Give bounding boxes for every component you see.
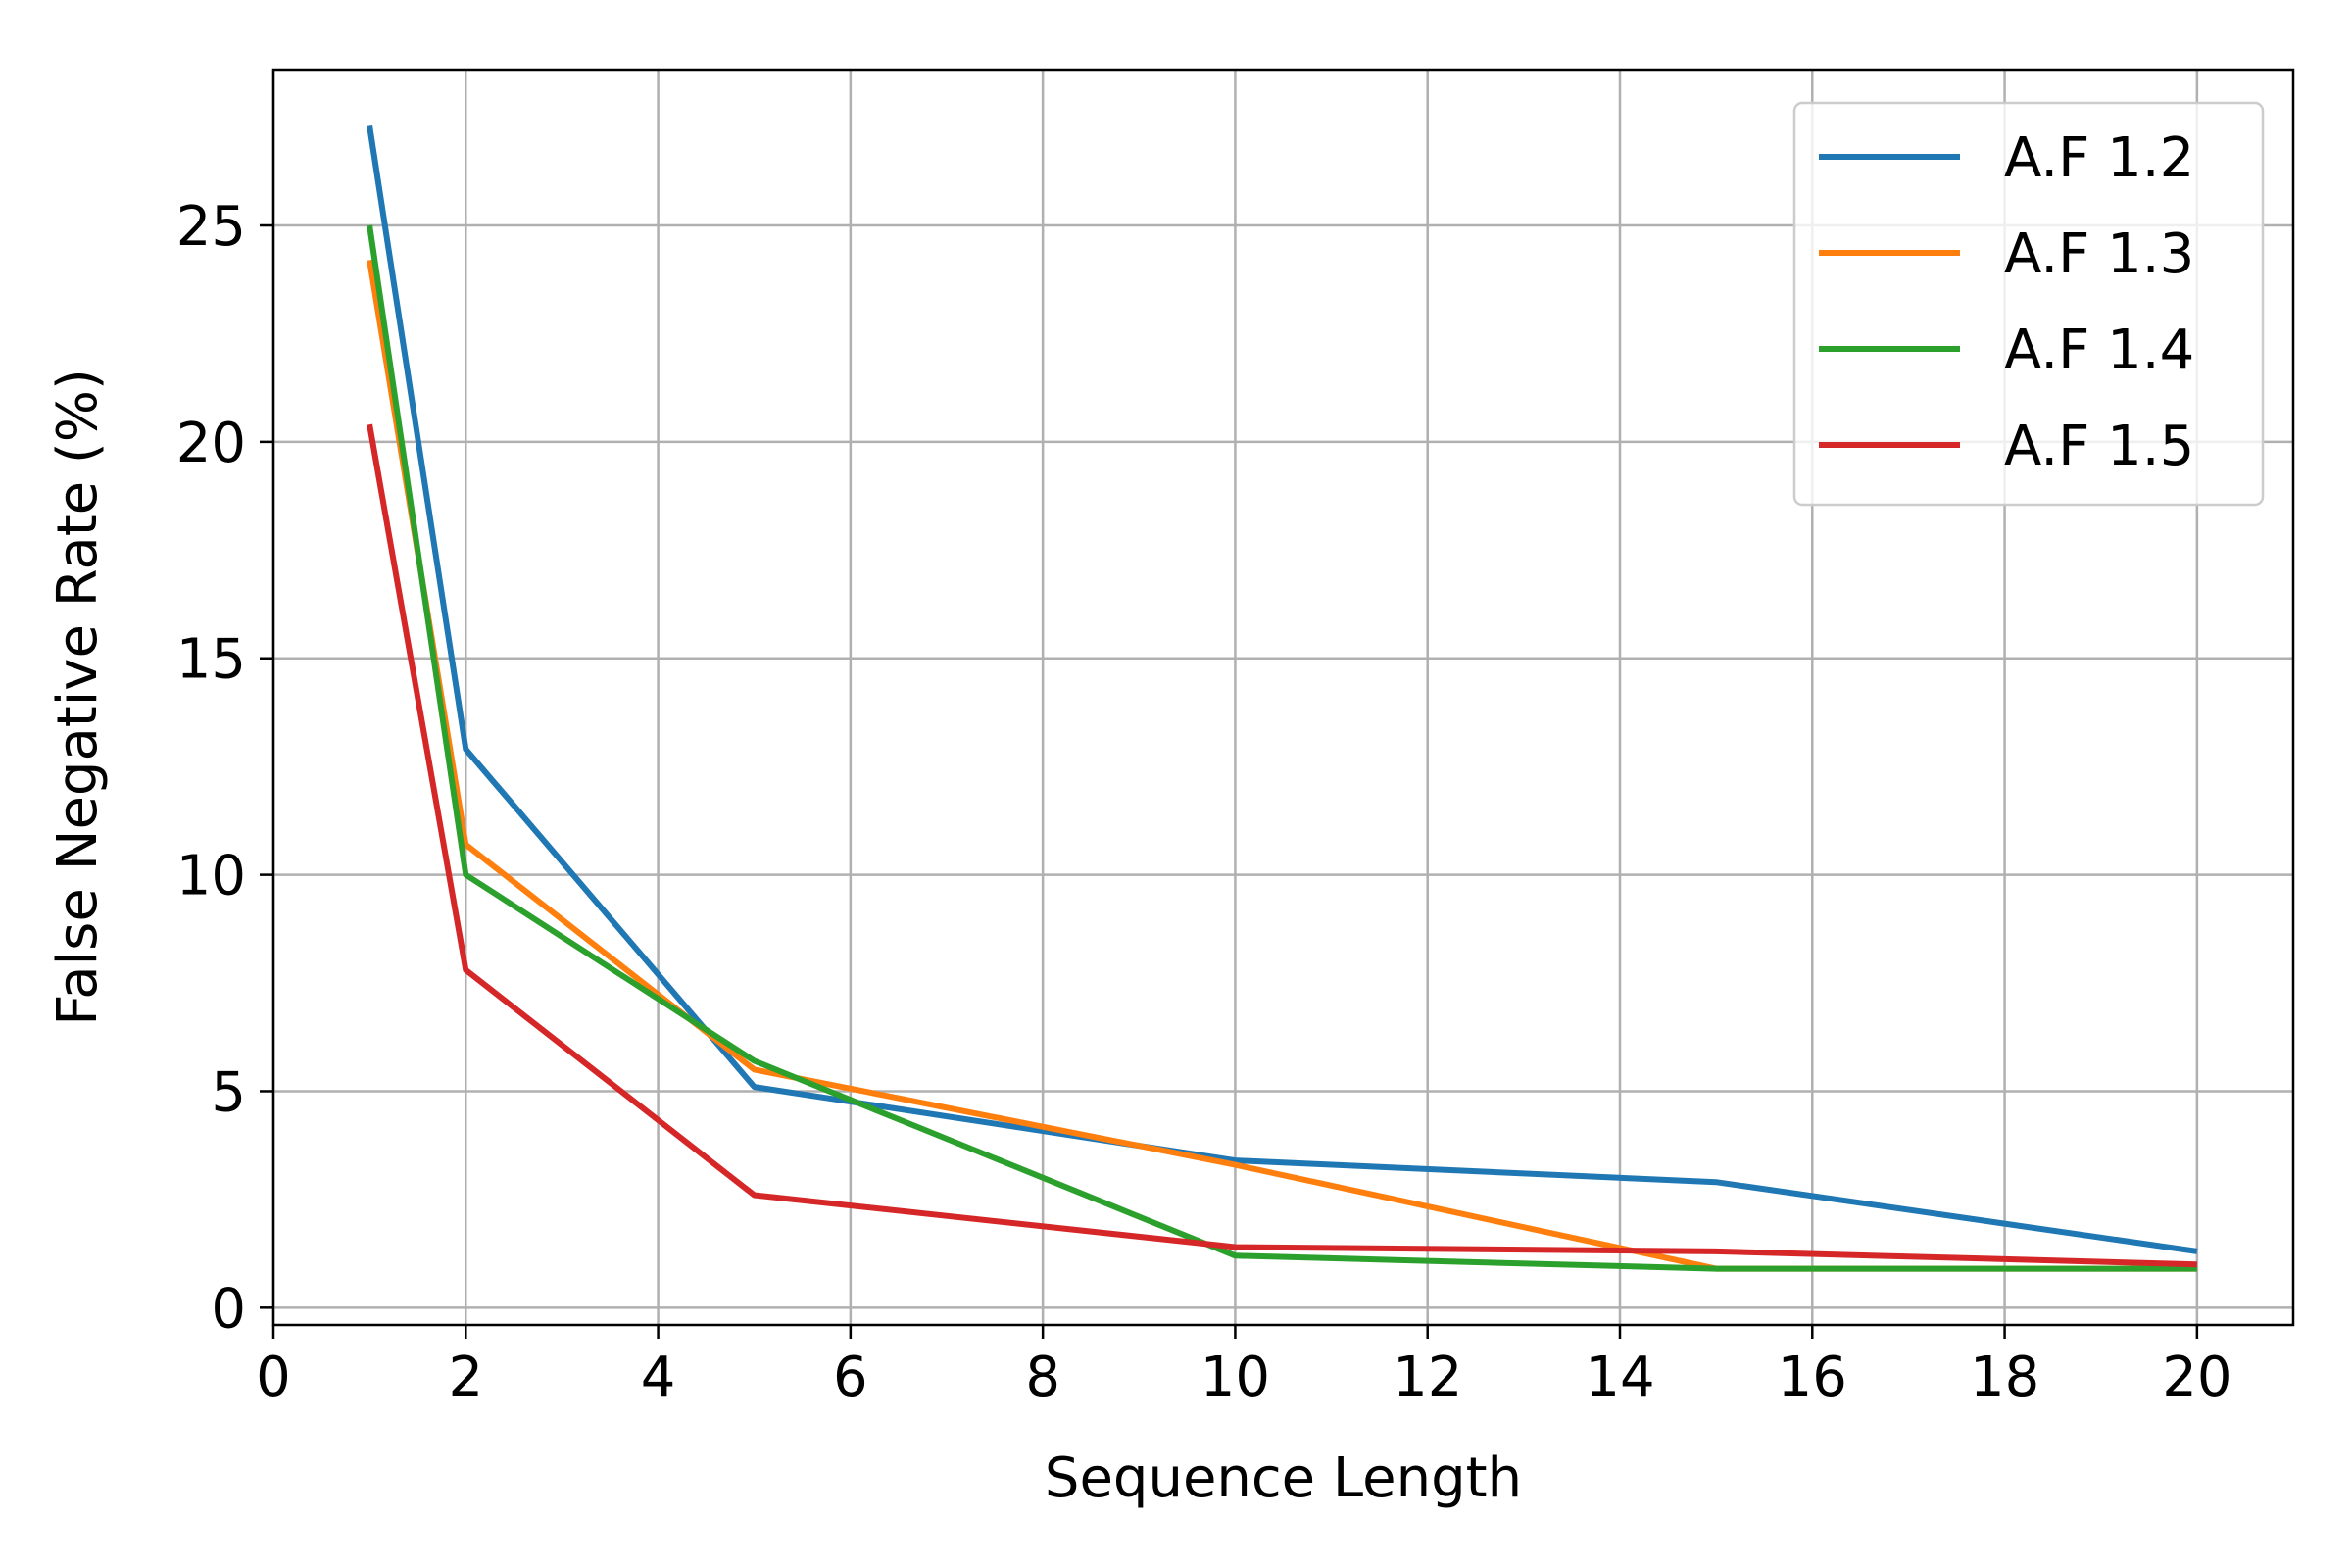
x-tick-label: 18 xyxy=(1970,1346,2039,1409)
x-tick-label: 20 xyxy=(2162,1346,2231,1409)
series-line-3 xyxy=(367,224,2197,1272)
x-axis-label: Sequence Length xyxy=(1045,1446,1522,1510)
legend: A.F 1.2 A.F 1.3 A.F 1.4 A.F 1.5 xyxy=(1792,101,2265,507)
x-tick-label: 12 xyxy=(1393,1346,1462,1409)
x-tick-label: 14 xyxy=(1585,1346,1654,1409)
x-tick-label: 6 xyxy=(833,1346,868,1409)
x-tick-label: 2 xyxy=(448,1346,483,1409)
legend-label: A.F 1.5 xyxy=(2004,415,2194,478)
legend-label: A.F 1.4 xyxy=(2004,318,2194,382)
legend-box xyxy=(1792,101,2265,507)
x-tick-label: 4 xyxy=(641,1346,676,1409)
axis-ticks: 0 2 4 6 8 10 12 14 16 18 20 0 5 10 15 20 25 xyxy=(176,195,2232,1409)
y-tick-label: 25 xyxy=(176,195,246,259)
series-line-1 xyxy=(367,124,2198,1254)
plot-frame xyxy=(271,68,2295,1327)
series-lines xyxy=(367,124,2198,1272)
legend-label: A.F 1.2 xyxy=(2004,126,2194,190)
x-tick-label: 8 xyxy=(1025,1346,1060,1409)
y-tick-label: 10 xyxy=(176,845,246,908)
y-tick-label: 5 xyxy=(211,1060,246,1124)
y-tick-label: 0 xyxy=(211,1277,246,1341)
y-tick-label: 20 xyxy=(176,412,246,475)
x-tick-label: 0 xyxy=(256,1346,291,1409)
x-tick-label: 16 xyxy=(1778,1346,1847,1409)
x-tick-label: 10 xyxy=(1200,1346,1270,1409)
y-axis-label: False Negative Rate (%) xyxy=(46,368,110,1026)
y-tick-label: 15 xyxy=(176,628,246,692)
legend-label: A.F 1.3 xyxy=(2004,222,2194,286)
series-line-4 xyxy=(367,423,2197,1268)
